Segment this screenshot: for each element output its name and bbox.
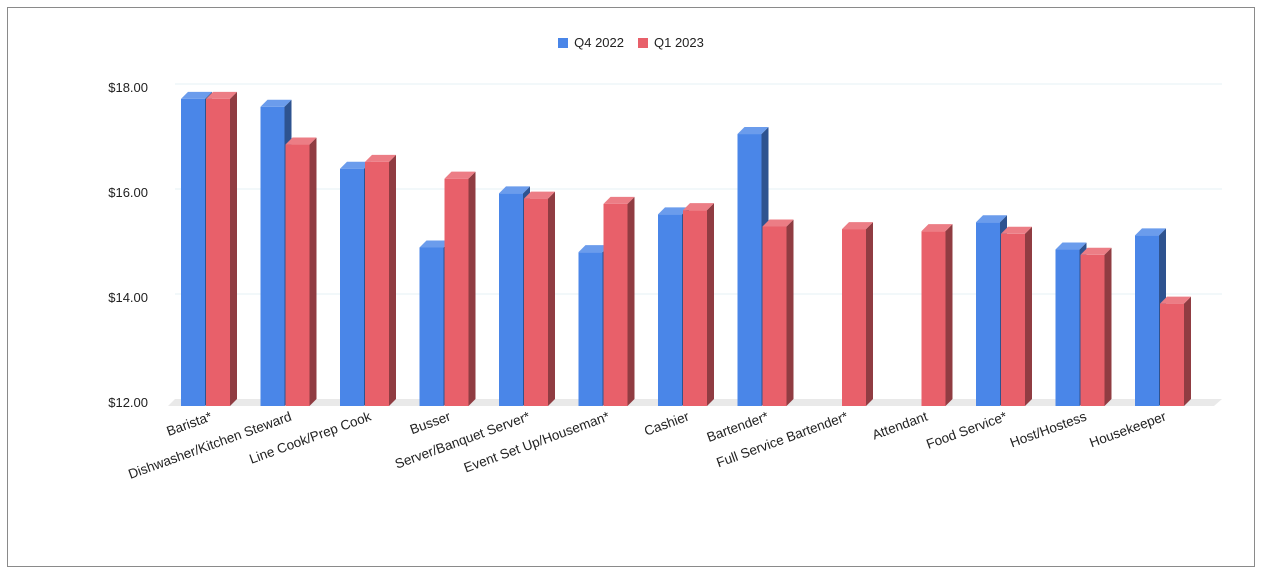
bar[interactable] xyxy=(285,137,317,407)
bar-front xyxy=(683,210,707,406)
bar-top xyxy=(976,215,1007,223)
bar[interactable] xyxy=(1080,247,1112,406)
bar-top xyxy=(762,219,794,227)
bar-top xyxy=(260,99,292,107)
bar-side xyxy=(786,219,794,406)
bar-side xyxy=(1184,296,1191,406)
bar-top xyxy=(737,127,769,135)
y-axis-ticks: $12.00 $14.00 $16.00 $18.00 xyxy=(108,80,148,410)
bar-top xyxy=(1055,242,1087,250)
bar-front xyxy=(206,98,230,406)
bar-top xyxy=(181,91,212,99)
bar[interactable] xyxy=(762,219,794,406)
bar-front xyxy=(842,229,866,406)
bar-side xyxy=(866,222,873,406)
bar-side xyxy=(627,196,635,406)
bar-front xyxy=(285,144,310,407)
bar-side xyxy=(707,203,714,406)
bar-top xyxy=(499,186,530,194)
bar-top xyxy=(285,137,317,145)
bar-front xyxy=(1135,235,1159,406)
legend-swatch-q4-2022 xyxy=(558,37,569,48)
bar-front xyxy=(444,178,469,406)
legend: Q4 2022 Q1 2023 xyxy=(0,35,1262,50)
bar-front xyxy=(1055,249,1080,406)
bar-top xyxy=(842,222,873,230)
bar-side xyxy=(309,137,317,407)
bar-top xyxy=(921,224,953,232)
y-tick-label: $18.00 xyxy=(108,80,148,95)
bar-top xyxy=(658,207,689,215)
x-tick-label: Full Service Bartender* xyxy=(714,408,850,470)
x-tick-label: Barista* xyxy=(164,408,214,439)
bar-top xyxy=(578,245,610,253)
bar-top xyxy=(1160,296,1191,304)
legend-item-q1-2023[interactable]: Q1 2023 xyxy=(638,35,704,50)
bar-front xyxy=(181,98,205,406)
x-tick-label: Attendant xyxy=(870,409,930,443)
bar-side xyxy=(468,171,476,406)
bars-layer xyxy=(181,91,1191,407)
bar-top xyxy=(603,196,635,204)
bar-front xyxy=(260,106,285,406)
bar-front xyxy=(762,226,787,406)
x-tick-label: Busser xyxy=(408,409,453,438)
bar[interactable] xyxy=(603,196,635,406)
bar[interactable] xyxy=(444,171,476,406)
y-tick-label: $16.00 xyxy=(108,185,148,200)
bar-front xyxy=(499,193,523,406)
bar[interactable] xyxy=(365,154,396,406)
bar-top xyxy=(365,154,396,162)
x-tick-label: Food Service* xyxy=(924,408,1010,451)
bar[interactable] xyxy=(1160,296,1191,406)
bar-side xyxy=(945,224,953,406)
bar-side xyxy=(230,91,237,406)
bar[interactable] xyxy=(921,224,953,406)
y-tick-label: $14.00 xyxy=(108,290,148,305)
bar-front xyxy=(976,222,1000,406)
bar-front xyxy=(603,203,628,406)
bar-front xyxy=(340,168,364,406)
legend-item-q4-2022[interactable]: Q4 2022 xyxy=(558,35,624,50)
bar-top xyxy=(206,91,237,99)
y-tick-label: $12.00 xyxy=(108,395,148,410)
bar-front xyxy=(1001,233,1025,406)
bar-front xyxy=(578,252,603,406)
bar-top xyxy=(1001,226,1032,234)
bar-side xyxy=(389,154,396,406)
bar-front xyxy=(524,198,548,406)
x-tick-label: Cashier xyxy=(642,409,691,439)
x-tick-label: Event Set Up/Houseman* xyxy=(462,408,612,475)
bar-front xyxy=(658,214,682,406)
bar-front xyxy=(1080,254,1105,406)
bar-top xyxy=(524,191,555,199)
bar[interactable] xyxy=(206,91,237,406)
bar-top xyxy=(444,171,476,179)
bar-side xyxy=(1025,226,1032,406)
bar-top xyxy=(1080,247,1112,255)
bar-front xyxy=(737,134,762,407)
bar-side xyxy=(548,191,555,406)
legend-label-q1-2023: Q1 2023 xyxy=(654,35,704,50)
bar-front xyxy=(419,247,444,406)
bar[interactable] xyxy=(524,191,555,406)
x-tick-label: Housekeeper xyxy=(1087,409,1168,451)
bar-front xyxy=(1160,303,1184,406)
legend-label-q4-2022: Q4 2022 xyxy=(574,35,624,50)
bar[interactable] xyxy=(683,203,714,406)
bar[interactable] xyxy=(1001,226,1032,406)
bar-top xyxy=(683,203,714,211)
bar-top xyxy=(340,161,371,169)
bar-front xyxy=(921,231,946,406)
bar-top xyxy=(1135,228,1166,236)
legend-swatch-q1-2023 xyxy=(638,37,648,48)
bar-side xyxy=(1104,247,1112,406)
bar[interactable] xyxy=(842,222,873,406)
bar-front xyxy=(365,161,389,406)
bar-top xyxy=(419,240,451,248)
x-tick-label: Host/Hostess xyxy=(1008,409,1089,451)
